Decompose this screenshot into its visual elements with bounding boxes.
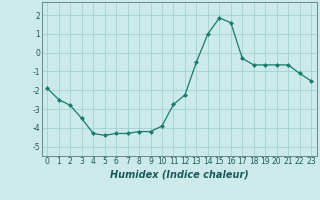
X-axis label: Humidex (Indice chaleur): Humidex (Indice chaleur) bbox=[110, 169, 249, 179]
